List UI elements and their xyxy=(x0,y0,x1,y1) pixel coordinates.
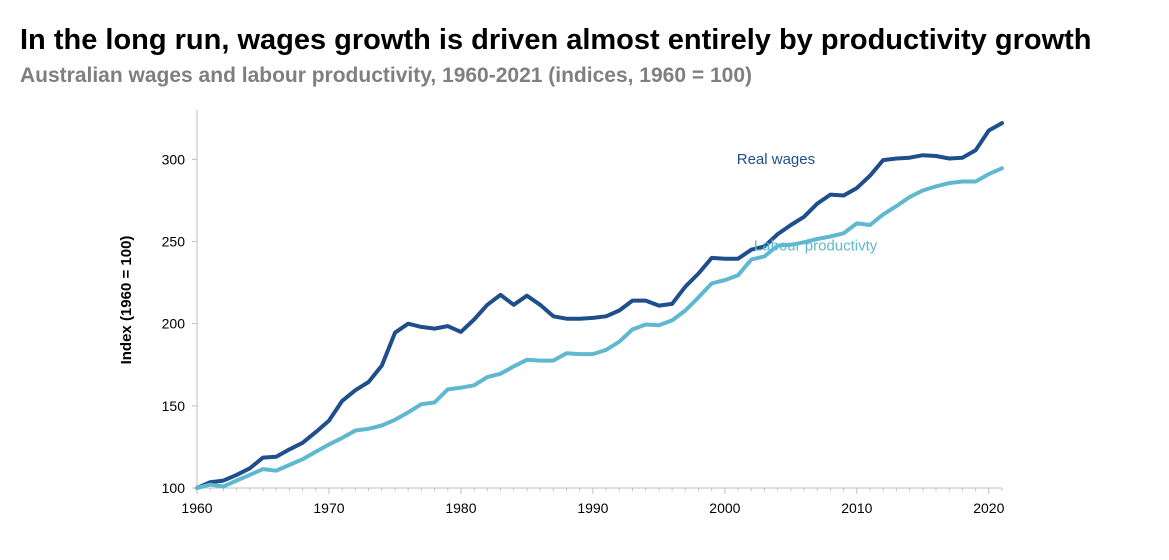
chart-series-labels: Real wages Labour productivty xyxy=(737,151,878,254)
chart-title: In the long run, wages growth is driven … xyxy=(20,24,1092,56)
series-line-real-wages xyxy=(195,121,1004,490)
y-tick-label: 200 xyxy=(162,316,186,332)
series-label-labour-productivity: Labour productivty xyxy=(754,238,878,255)
series-label-real-wages: Real wages xyxy=(737,151,815,168)
chart-axes: 100 150 200 250 300 1960 1970 1980 1990 2000 2010 2… xyxy=(162,110,1005,516)
x-tick-label: 1990 xyxy=(577,500,608,516)
x-tick-label: 2000 xyxy=(709,500,740,516)
y-tick-label: 300 xyxy=(162,151,186,167)
series-line-labour-productivity xyxy=(195,166,1004,490)
x-tick-label: 2020 xyxy=(973,500,1004,516)
chart-subtitle: Australian wages and labour productivity… xyxy=(20,64,752,87)
y-axis-label: Index (1960 = 100) xyxy=(118,236,135,365)
chart-series-lines xyxy=(195,121,1004,490)
y-tick-label: 150 xyxy=(162,398,186,414)
x-tick-label: 2010 xyxy=(841,500,872,516)
x-tick-label: 1970 xyxy=(313,500,344,516)
y-tick-label: 250 xyxy=(162,233,186,249)
y-tick-label: 100 xyxy=(162,480,186,496)
x-tick-label: 1980 xyxy=(445,500,476,516)
x-tick-label: 1960 xyxy=(181,500,212,516)
